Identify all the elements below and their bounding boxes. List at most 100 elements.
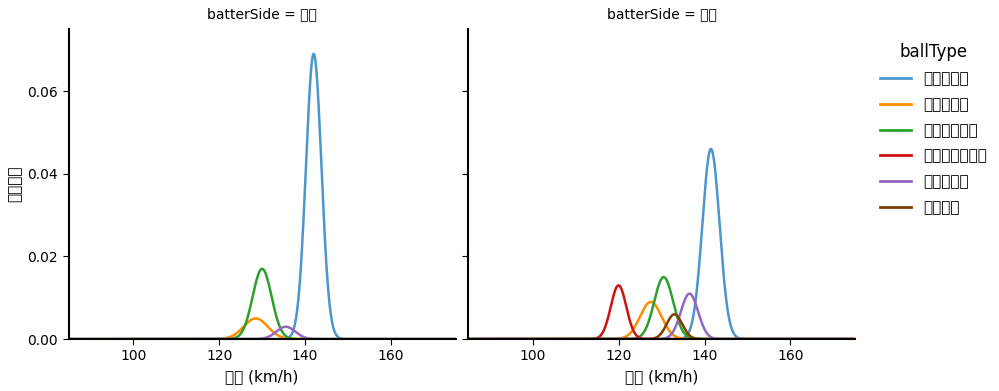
ツーシーム bbox=[450, 337, 462, 341]
カットボール bbox=[767, 337, 779, 341]
カットボール bbox=[650, 291, 662, 296]
スライダー bbox=[463, 337, 475, 341]
ストレート bbox=[63, 337, 75, 341]
ツーシーム bbox=[439, 337, 451, 341]
スライダー bbox=[767, 337, 779, 341]
チェンジアップ bbox=[482, 337, 494, 341]
スライダー bbox=[838, 337, 850, 341]
Line: カットボール: カットボール bbox=[469, 277, 855, 339]
ストレート bbox=[838, 337, 850, 341]
X-axis label: 球速 (km/h): 球速 (km/h) bbox=[226, 369, 299, 384]
フォーク bbox=[838, 337, 850, 341]
ツーシーム bbox=[280, 325, 292, 329]
ストレート bbox=[439, 337, 451, 341]
カットボール bbox=[439, 337, 451, 341]
フォーク bbox=[650, 335, 662, 340]
Y-axis label: 確率密度: 確率密度 bbox=[7, 166, 22, 202]
スライダー bbox=[838, 337, 850, 341]
スライダー bbox=[368, 337, 380, 341]
カットボール bbox=[241, 319, 253, 323]
カットボール bbox=[256, 267, 268, 271]
Line: ストレート: ストレート bbox=[69, 54, 456, 339]
ツーシーム bbox=[251, 337, 263, 341]
カットボール bbox=[849, 337, 861, 341]
ツーシーム bbox=[63, 337, 75, 341]
カットボール bbox=[251, 277, 263, 282]
ツーシーム bbox=[82, 337, 94, 341]
スライダー bbox=[650, 304, 662, 309]
ツーシーム bbox=[849, 337, 861, 341]
ストレート bbox=[650, 337, 662, 341]
フォーク bbox=[838, 337, 850, 341]
ツーシーム bbox=[241, 337, 253, 341]
チェンジアップ bbox=[612, 283, 624, 288]
フォーク bbox=[849, 337, 861, 341]
Line: スライダー: スライダー bbox=[469, 302, 855, 339]
Legend: ストレート, スライダー, カットボール, チェンジアップ, ツーシーム, フォーク: ストレート, スライダー, カットボール, チェンジアップ, ツーシーム, フォ… bbox=[874, 37, 993, 221]
ストレート bbox=[838, 337, 850, 341]
Line: ストレート: ストレート bbox=[469, 149, 855, 339]
ストレート bbox=[705, 147, 717, 151]
チェンジアップ bbox=[838, 337, 850, 341]
スライダー bbox=[82, 337, 94, 341]
Line: スライダー: スライダー bbox=[69, 318, 456, 339]
チェンジアップ bbox=[838, 337, 850, 341]
ツーシーム bbox=[482, 337, 494, 341]
カットボール bbox=[657, 275, 669, 280]
カットボール bbox=[838, 337, 850, 341]
チェンジアップ bbox=[767, 337, 779, 341]
チェンジアップ bbox=[463, 337, 475, 341]
スライダー bbox=[251, 316, 263, 321]
X-axis label: 球速 (km/h): 球速 (km/h) bbox=[624, 369, 698, 384]
カットボール bbox=[439, 337, 451, 341]
ストレート bbox=[251, 337, 263, 341]
チェンジアップ bbox=[650, 337, 662, 341]
フォーク bbox=[767, 337, 779, 341]
ツーシーム bbox=[640, 337, 652, 341]
Line: ツーシーム: ツーシーム bbox=[69, 327, 456, 339]
スライダー bbox=[849, 337, 861, 341]
ツーシーム bbox=[767, 337, 779, 341]
カットボール bbox=[450, 337, 462, 341]
ストレート bbox=[368, 337, 380, 341]
カットボール bbox=[82, 337, 94, 341]
フォーク bbox=[482, 337, 494, 341]
ツーシーム bbox=[368, 337, 380, 341]
Line: カットボール: カットボール bbox=[69, 269, 456, 339]
スライダー bbox=[439, 337, 451, 341]
カットボール bbox=[838, 337, 850, 341]
スライダー bbox=[250, 316, 262, 321]
ツーシーム bbox=[683, 291, 695, 296]
Title: batterSide = 右打: batterSide = 右打 bbox=[606, 7, 716, 21]
スライダー bbox=[644, 300, 656, 304]
ストレート bbox=[241, 337, 253, 341]
カットボール bbox=[368, 337, 380, 341]
フォーク bbox=[668, 312, 680, 317]
ストレート bbox=[482, 337, 494, 341]
Line: ツーシーム: ツーシーム bbox=[469, 294, 855, 339]
カットボール bbox=[63, 337, 75, 341]
カットボール bbox=[482, 337, 494, 341]
スライダー bbox=[439, 337, 451, 341]
ストレート bbox=[767, 337, 779, 341]
スライダー bbox=[482, 337, 494, 341]
ストレート bbox=[82, 337, 94, 341]
ストレート bbox=[450, 337, 462, 341]
カットボール bbox=[463, 337, 475, 341]
ストレート bbox=[439, 337, 451, 341]
ツーシーム bbox=[838, 337, 850, 341]
フォーク bbox=[463, 337, 475, 341]
ストレート bbox=[849, 337, 861, 341]
Title: batterSide = 左打: batterSide = 左打 bbox=[207, 7, 317, 21]
スライダー bbox=[640, 303, 652, 308]
フォーク bbox=[640, 337, 652, 341]
チェンジアップ bbox=[640, 337, 652, 341]
ツーシーム bbox=[650, 337, 662, 341]
スライダー bbox=[241, 321, 253, 326]
ストレート bbox=[463, 337, 475, 341]
ストレート bbox=[308, 52, 320, 56]
ツーシーム bbox=[439, 337, 451, 341]
チェンジアップ bbox=[849, 337, 861, 341]
Line: フォーク: フォーク bbox=[469, 314, 855, 339]
ストレート bbox=[640, 337, 652, 341]
